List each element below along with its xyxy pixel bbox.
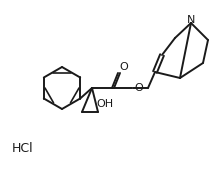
Text: N: N	[187, 15, 195, 25]
Text: HCl: HCl	[12, 142, 34, 154]
Text: O: O	[134, 83, 143, 93]
Text: O: O	[119, 62, 128, 72]
Text: OH: OH	[96, 99, 113, 109]
